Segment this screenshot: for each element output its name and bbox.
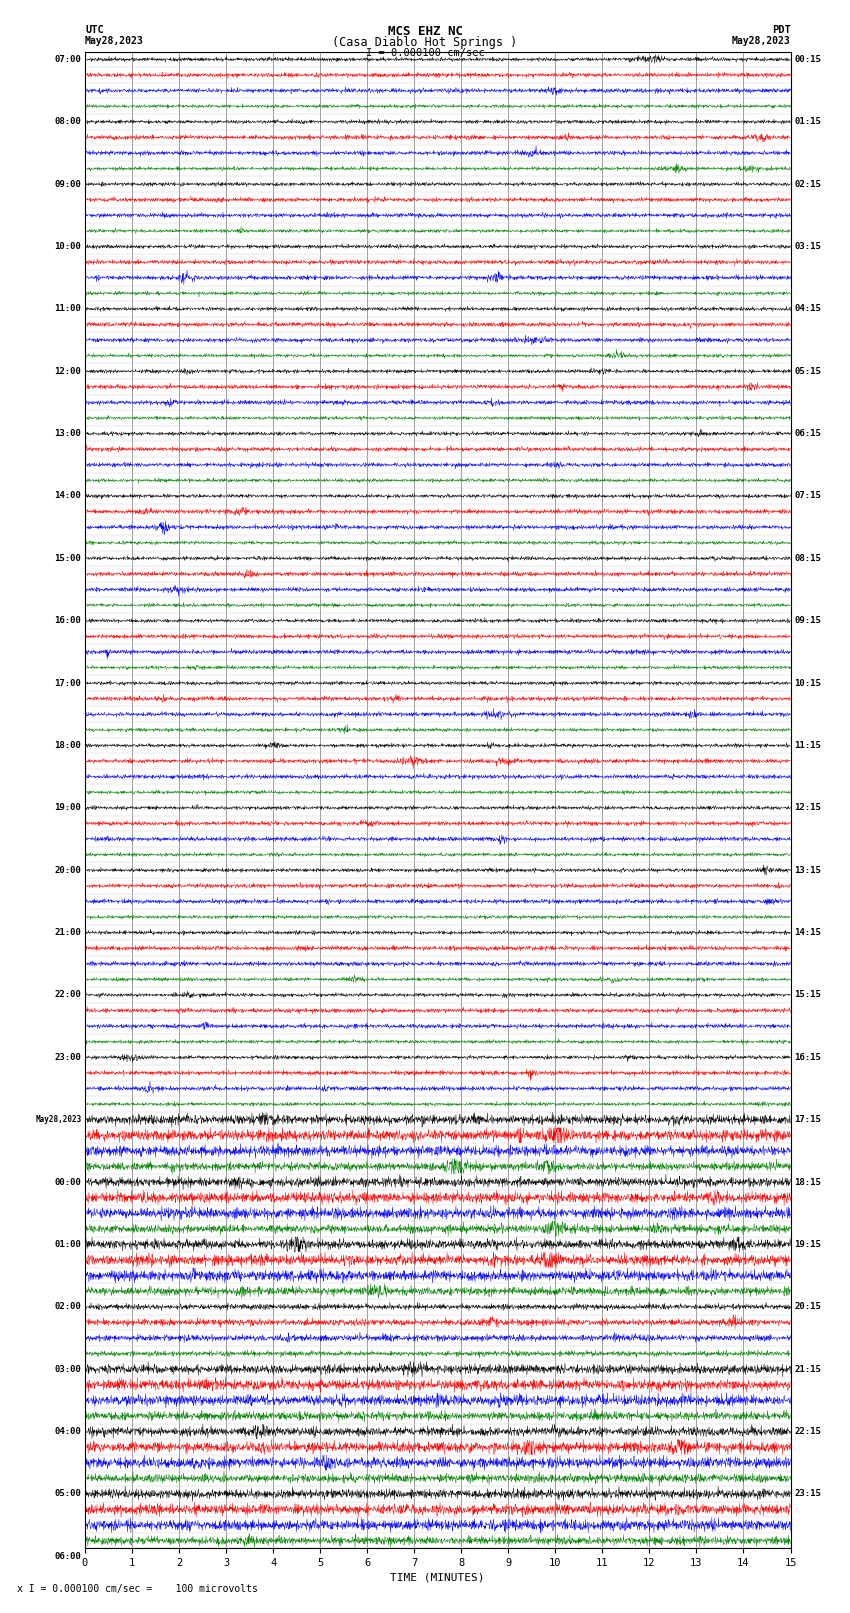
- Text: 04:15: 04:15: [794, 305, 821, 313]
- Text: MCS EHZ NC: MCS EHZ NC: [388, 24, 462, 39]
- Text: 06:15: 06:15: [794, 429, 821, 439]
- Text: UTC: UTC: [85, 24, 104, 35]
- Text: 10:00: 10:00: [54, 242, 82, 252]
- Text: 18:15: 18:15: [794, 1177, 821, 1187]
- Text: 00:15: 00:15: [794, 55, 821, 65]
- Text: 12:00: 12:00: [54, 366, 82, 376]
- Text: 03:15: 03:15: [794, 242, 821, 252]
- Text: 19:15: 19:15: [794, 1240, 821, 1248]
- Text: 20:00: 20:00: [54, 866, 82, 874]
- Text: 17:00: 17:00: [54, 679, 82, 687]
- Text: 01:15: 01:15: [794, 118, 821, 126]
- Text: 17:15: 17:15: [794, 1115, 821, 1124]
- Text: 02:15: 02:15: [794, 179, 821, 189]
- Text: 00:00: 00:00: [54, 1177, 82, 1187]
- Text: x I = 0.000100 cm/sec =    100 microvolts: x I = 0.000100 cm/sec = 100 microvolts: [17, 1584, 258, 1594]
- Text: 21:00: 21:00: [54, 927, 82, 937]
- Text: 22:00: 22:00: [54, 990, 82, 1000]
- Text: 14:15: 14:15: [794, 927, 821, 937]
- Text: 22:15: 22:15: [794, 1428, 821, 1436]
- Text: 04:00: 04:00: [54, 1428, 82, 1436]
- Text: 12:15: 12:15: [794, 803, 821, 813]
- Text: 16:00: 16:00: [54, 616, 82, 626]
- Text: 08:15: 08:15: [794, 553, 821, 563]
- Text: 13:00: 13:00: [54, 429, 82, 439]
- Text: 21:15: 21:15: [794, 1365, 821, 1374]
- Text: 20:15: 20:15: [794, 1302, 821, 1311]
- Text: 05:00: 05:00: [54, 1489, 82, 1498]
- Text: (Casa Diablo Hot Springs ): (Casa Diablo Hot Springs ): [332, 37, 518, 50]
- Text: 05:15: 05:15: [794, 366, 821, 376]
- Text: 08:00: 08:00: [54, 118, 82, 126]
- Text: 23:15: 23:15: [794, 1489, 821, 1498]
- Text: 02:00: 02:00: [54, 1302, 82, 1311]
- Text: I = 0.000100 cm/sec: I = 0.000100 cm/sec: [366, 47, 484, 58]
- Text: 09:15: 09:15: [794, 616, 821, 626]
- Text: 19:00: 19:00: [54, 803, 82, 813]
- Text: May28,2023: May28,2023: [85, 37, 144, 47]
- Text: 14:00: 14:00: [54, 492, 82, 500]
- Text: 06:00: 06:00: [54, 1552, 82, 1561]
- Text: 18:00: 18:00: [54, 740, 82, 750]
- Text: 01:00: 01:00: [54, 1240, 82, 1248]
- Text: May28,2023: May28,2023: [732, 37, 791, 47]
- Text: 15:15: 15:15: [794, 990, 821, 1000]
- Text: 16:15: 16:15: [794, 1053, 821, 1061]
- Text: 07:00: 07:00: [54, 55, 82, 65]
- Text: 11:15: 11:15: [794, 740, 821, 750]
- Text: 07:15: 07:15: [794, 492, 821, 500]
- Text: 10:15: 10:15: [794, 679, 821, 687]
- Text: 09:00: 09:00: [54, 179, 82, 189]
- Text: PDT: PDT: [772, 24, 791, 35]
- Text: 11:00: 11:00: [54, 305, 82, 313]
- Text: 13:15: 13:15: [794, 866, 821, 874]
- Text: 15:00: 15:00: [54, 553, 82, 563]
- X-axis label: TIME (MINUTES): TIME (MINUTES): [390, 1573, 485, 1582]
- Text: May28,2023: May28,2023: [35, 1115, 82, 1124]
- Text: 03:00: 03:00: [54, 1365, 82, 1374]
- Text: 23:00: 23:00: [54, 1053, 82, 1061]
